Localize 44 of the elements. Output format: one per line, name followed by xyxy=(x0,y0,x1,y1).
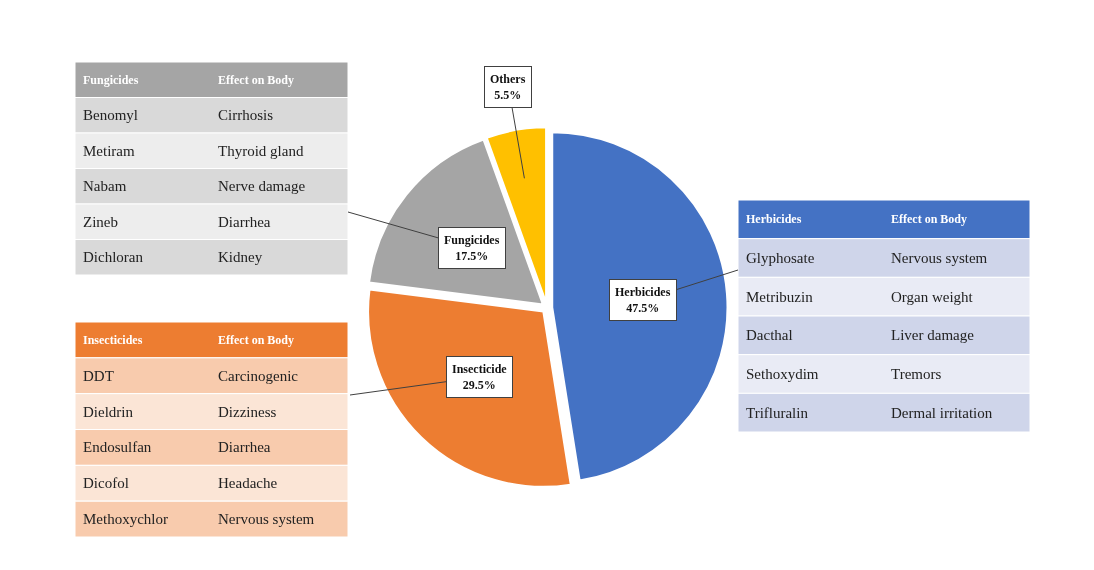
text: Metiram xyxy=(83,143,135,159)
text: Cirrhosis xyxy=(218,107,274,123)
data-label: 17.5% xyxy=(455,248,489,263)
text: Tremors xyxy=(891,366,942,382)
text: Herbicides xyxy=(746,212,802,226)
text: Headache xyxy=(218,475,278,491)
text: Nervous system xyxy=(891,250,988,266)
text: Nervous system xyxy=(218,511,315,527)
text: Effect on Body xyxy=(891,212,967,226)
text: Effect on Body xyxy=(218,73,294,87)
slice-label: Others xyxy=(490,72,526,86)
text: Fungicides xyxy=(83,73,139,87)
text: Diarrhea xyxy=(218,439,271,455)
text: Glyphosate xyxy=(746,250,815,266)
data-label: 5.5% xyxy=(494,87,522,102)
text: Zineb xyxy=(83,214,118,230)
text: Dichloran xyxy=(83,249,144,265)
text: Endosulfan xyxy=(83,439,152,455)
text: Nerve damage xyxy=(218,178,306,194)
text: Metribuzin xyxy=(746,289,814,305)
slice-label: Fungicides xyxy=(444,233,500,247)
text: Benomyl xyxy=(83,107,138,123)
text: Organ weight xyxy=(891,289,974,305)
text: Dieldrin xyxy=(83,404,134,420)
text: Kidney xyxy=(218,249,263,265)
text: Diarrhea xyxy=(218,214,271,230)
text: Carcinogenic xyxy=(218,368,299,384)
text: DDT xyxy=(83,368,114,384)
data-label: 47.5% xyxy=(626,300,660,315)
text: Dicofol xyxy=(83,475,129,491)
text: Nabam xyxy=(83,178,127,194)
slice-label: Insecticide xyxy=(452,362,508,376)
text: Effect on Body xyxy=(218,333,294,347)
text: Thyroid gland xyxy=(218,143,304,159)
data-label: 29.5% xyxy=(462,377,496,392)
text: Sethoxydim xyxy=(746,366,819,382)
slice-label: Herbicides xyxy=(615,285,671,299)
text: Liver damage xyxy=(891,327,975,343)
text: Dacthal xyxy=(746,327,793,343)
text: Trifluralin xyxy=(746,405,809,421)
text: Insecticides xyxy=(83,333,143,347)
text: Dermal irritation xyxy=(891,405,993,421)
text: Methoxychlor xyxy=(83,511,168,527)
text: Dizziness xyxy=(218,404,277,420)
